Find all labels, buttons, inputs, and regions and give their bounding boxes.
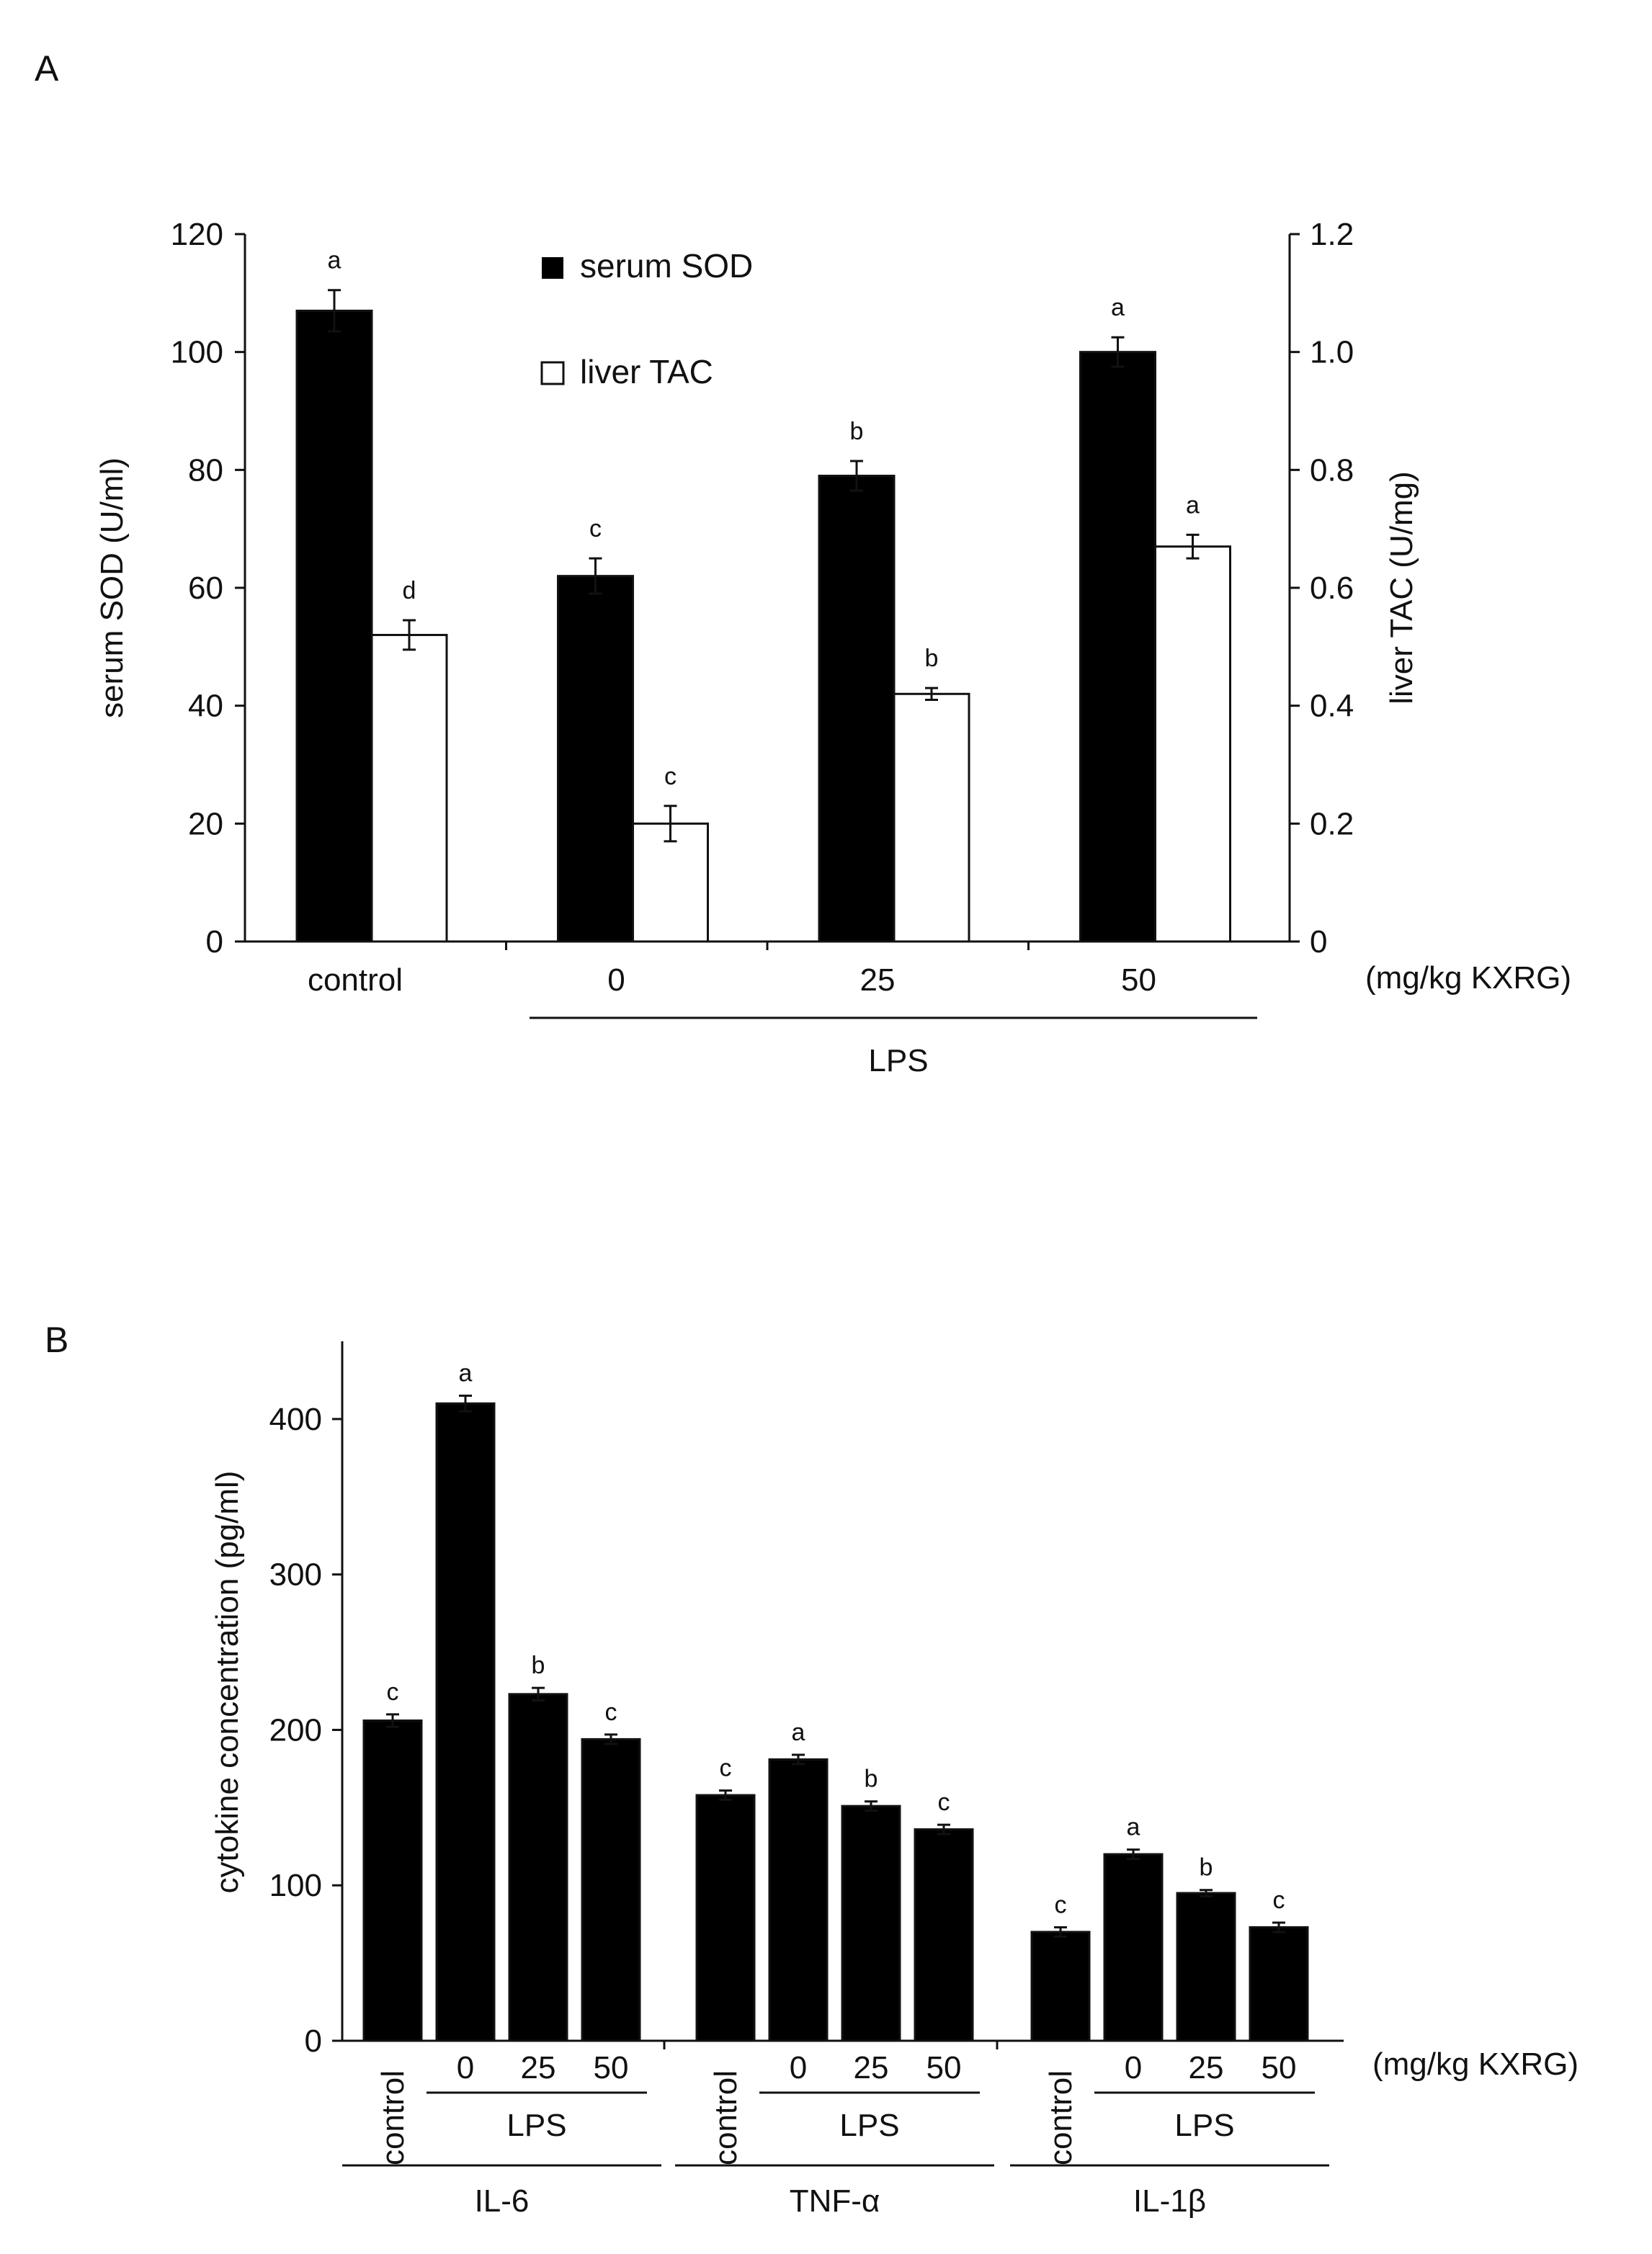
legend-swatch-liver-tac (540, 361, 565, 385)
bar-liver-tac (632, 822, 709, 943)
panel-b-category-label: 25 (521, 2050, 556, 2085)
bar-tnf (914, 1828, 974, 2042)
panel-b-y-tick-label: 200 (269, 1712, 322, 1748)
sig-letter-tnf: c (938, 1789, 950, 1816)
panel-b-category-label-control: control (708, 2070, 744, 2165)
bar-il1 (1103, 1853, 1164, 2042)
panel-b-category-label: 0 (1125, 2050, 1142, 2085)
panel-b-group-label-tnf: TNF-α (790, 2183, 880, 2219)
bar-il6 (435, 1402, 496, 2042)
sig-letter-liver-tac: c (664, 763, 677, 790)
panel-a-left-tick-label: 60 (188, 571, 223, 606)
bar-il1 (1249, 1926, 1309, 2042)
panel-a-right-tick-label: 1.2 (1310, 217, 1354, 252)
panel-b-category-label-control: control (375, 2070, 411, 2165)
legend-swatch-serum-sod (542, 257, 563, 279)
panel-b-label: B (45, 1320, 68, 1360)
panel-b-y-tick-label: 100 (269, 1868, 322, 1903)
panel-b-category-label: 25 (1189, 2050, 1224, 2085)
panel-b-group-label-il6: IL-6 (475, 2183, 530, 2219)
sig-letter-il6: b (532, 1652, 545, 1679)
panel-a-right-tick-label: 0.2 (1310, 806, 1354, 841)
sig-letter-il1: b (1200, 1854, 1213, 1882)
bar-liver-tac (893, 692, 970, 943)
panel-b-category-label: 50 (594, 2050, 629, 2085)
panel-a-left-tick-label: 80 (188, 452, 223, 488)
sig-letter-serum-sod: a (328, 247, 341, 274)
bar-serum-sod (1079, 351, 1156, 943)
bar-serum-sod (295, 309, 373, 943)
panel-a-left-tick-label: 120 (171, 217, 223, 252)
panel-a-lps-label: LPS (868, 1043, 928, 1078)
bar-il6 (508, 1693, 568, 2042)
panel-b-chart: cytokine concentration (pg/ml) (mg/kg KX… (210, 1341, 1579, 2219)
panel-a-label: A (35, 48, 59, 89)
panel-a-left-tick-label: 100 (171, 335, 223, 370)
panel-b-lps-label-il6: LPS (506, 2108, 566, 2143)
panel-b-lps-label-il1: LPS (1174, 2108, 1234, 2143)
sig-letter-liver-tac: a (1186, 491, 1200, 519)
bar-tnf (841, 1804, 901, 2042)
bar-serum-sod (557, 575, 634, 943)
panel-a-right-tick-label: 0.4 (1310, 689, 1354, 724)
sig-letter-serum-sod: a (1111, 294, 1125, 321)
sig-letter-liver-tac: b (925, 645, 939, 672)
sig-letter-tnf: b (865, 1766, 878, 1793)
bar-il6 (362, 1719, 423, 2042)
sig-letter-tnf: c (720, 1755, 732, 1782)
legend-label-serum-sod: serum SOD (580, 247, 753, 285)
panel-b-y-tick-label: 400 (269, 1402, 322, 1437)
panel-a-chart: serum SOD (U/ml) liver TAC (U/mg) (mg/kg… (94, 217, 1571, 1078)
panel-b-category-label: 25 (854, 2050, 889, 2085)
panel-a-right-tick-label: 0.6 (1310, 571, 1354, 606)
panel-a-category-label: 25 (860, 962, 896, 998)
sig-letter-serum-sod: c (589, 515, 602, 542)
panel-a-left-tick-label: 0 (206, 924, 223, 960)
bar-tnf (768, 1758, 829, 2042)
panel-a-left-tick-label: 20 (188, 806, 223, 841)
sig-letter-il1: c (1055, 1891, 1067, 1918)
bar-liver-tac (370, 633, 448, 943)
panel-a-right-tick-label: 0 (1310, 924, 1327, 960)
panel-a-category-label: 50 (1121, 962, 1156, 998)
bar-serum-sod (818, 475, 896, 943)
sig-letter-il6: c (605, 1699, 617, 1726)
sig-letter-serum-sod: b (850, 418, 864, 445)
panel-a-category-label: control (308, 962, 403, 998)
sig-letter-il6: c (387, 1678, 399, 1706)
panel-b-category-label-control: control (1043, 2070, 1079, 2165)
panel-a-left-ylabel: serum SOD (U/ml) (94, 457, 130, 718)
panel-b-category-label: 0 (457, 2050, 474, 2085)
panel-a-right-tick-label: 1.0 (1310, 335, 1354, 370)
sig-letter-il1: a (1127, 1814, 1140, 1841)
panel-b-lps-label-tnf: LPS (839, 2108, 899, 2143)
panel-b-category-label: 50 (1262, 2050, 1297, 2085)
legend-label-liver-tac: liver TAC (580, 353, 713, 390)
panel-b-unit-note: (mg/kg KXRG) (1372, 2047, 1579, 2082)
bar-liver-tac (1154, 545, 1231, 943)
panel-b-group-label-il1: IL-1β (1133, 2183, 1206, 2219)
panel-b-y-tick-label: 300 (269, 1557, 322, 1593)
bar-tnf (695, 1794, 756, 2042)
panel-b-category-label: 50 (927, 2050, 962, 2085)
panel-a-right-tick-label: 0.8 (1310, 452, 1354, 488)
panel-a-unit-note: (mg/kg KXRG) (1365, 960, 1571, 996)
sig-letter-il1: c (1273, 1887, 1285, 1914)
bar-il1 (1176, 1892, 1236, 2042)
panel-b-category-label: 0 (790, 2050, 807, 2085)
panel-b-ylabel: cytokine concentration (pg/ml) (210, 1471, 245, 1894)
bar-il6 (581, 1738, 641, 2042)
sig-letter-il6: a (459, 1360, 473, 1387)
sig-letter-tnf: a (792, 1719, 805, 1746)
panel-b-y-tick-label: 0 (305, 2023, 322, 2059)
bar-il1 (1030, 1931, 1091, 2042)
panel-a-category-label: 0 (607, 962, 625, 998)
panel-a-left-tick-label: 40 (188, 689, 223, 724)
sig-letter-liver-tac: d (403, 577, 416, 604)
panel-a-right-ylabel: liver TAC (U/mg) (1384, 471, 1419, 705)
